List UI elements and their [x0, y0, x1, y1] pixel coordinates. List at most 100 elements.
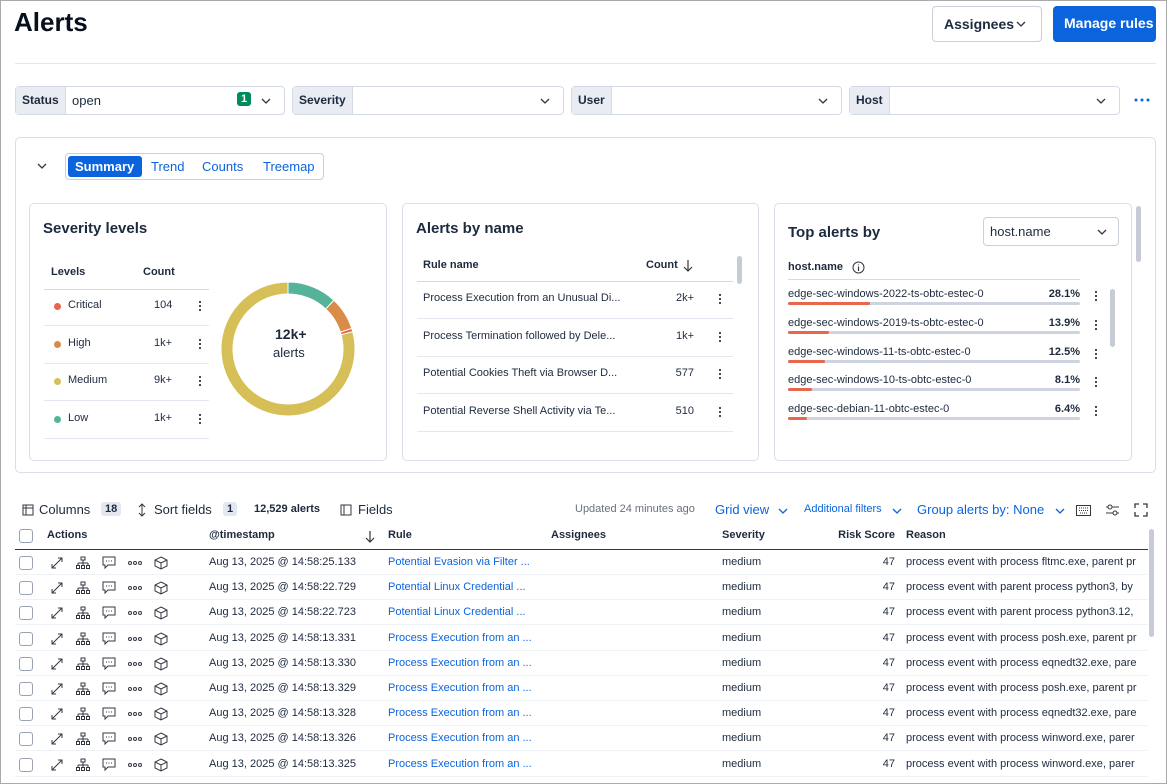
- toolbar-button[interactable]: Columns: [39, 502, 91, 517]
- row-actions[interactable]: [197, 413, 203, 425]
- notes[interactable]: [102, 682, 116, 696]
- row-checkbox[interactable]: [19, 656, 33, 671]
- analyze-event[interactable]: [76, 707, 90, 721]
- more-actions[interactable]: [128, 632, 142, 646]
- notes[interactable]: [102, 758, 116, 772]
- row-checkbox[interactable]: [19, 682, 33, 696]
- fullscreen-icon[interactable]: [1134, 503, 1148, 517]
- row-actions[interactable]: [1093, 319, 1099, 331]
- more-filters[interactable]: [1134, 97, 1150, 103]
- event-type-icon[interactable]: [154, 732, 168, 746]
- assignees-button[interactable]: Assignees: [932, 6, 1042, 42]
- row-actions[interactable]: [197, 375, 203, 387]
- expand-alert[interactable]: [50, 682, 64, 696]
- rule-link[interactable]: Potential Linux Credential ...: [388, 606, 526, 619]
- analyze-event[interactable]: [76, 606, 90, 620]
- rule-link[interactable]: Process Execution from an ...: [388, 682, 532, 694]
- toolbar-button[interactable]: Fields: [358, 502, 393, 517]
- row-checkbox[interactable]: [19, 732, 33, 747]
- tab[interactable]: Trend: [144, 156, 194, 177]
- expand-alert[interactable]: [50, 581, 64, 595]
- expand-alert[interactable]: [50, 556, 64, 570]
- row-checkbox[interactable]: [19, 631, 33, 646]
- filter-control[interactable]: Host: [849, 86, 1120, 115]
- more-actions[interactable]: [128, 581, 142, 595]
- rule-link[interactable]: Process Execution from an ...: [388, 631, 532, 644]
- analyze-event[interactable]: [76, 657, 90, 671]
- row-checkbox[interactable]: [19, 707, 33, 722]
- more-actions[interactable]: [128, 556, 142, 570]
- toolbar-button[interactable]: Sort fields: [154, 502, 212, 517]
- expand-alert[interactable]: [50, 606, 64, 620]
- notes[interactable]: [102, 657, 116, 671]
- rule-link[interactable]: Process Execution from an ...: [388, 757, 532, 770]
- more-actions[interactable]: [128, 758, 142, 772]
- analyze-event[interactable]: [76, 581, 90, 595]
- tab[interactable]: Summary: [68, 156, 142, 177]
- event-type-icon[interactable]: [154, 606, 168, 620]
- notes[interactable]: [102, 632, 116, 646]
- event-type-icon[interactable]: [154, 758, 168, 772]
- collapse-toggle[interactable]: [36, 160, 48, 172]
- row-actions[interactable]: [717, 368, 723, 380]
- display-settings-icon[interactable]: [1105, 504, 1120, 516]
- sort-arrow[interactable]: [365, 530, 375, 544]
- notes[interactable]: [102, 581, 116, 595]
- group-select[interactable]: host.name: [983, 217, 1119, 246]
- more-actions[interactable]: [128, 732, 142, 746]
- notes[interactable]: [102, 606, 116, 620]
- filter-control[interactable]: User: [571, 86, 842, 115]
- tab[interactable]: Treemap: [256, 156, 321, 177]
- sort-arrow[interactable]: [683, 259, 693, 273]
- analyze-event[interactable]: [76, 682, 90, 696]
- expand-alert[interactable]: [50, 758, 64, 772]
- filter-control[interactable]: Severity: [292, 86, 564, 115]
- notes[interactable]: [102, 556, 116, 570]
- event-type-icon[interactable]: [154, 682, 168, 696]
- event-type-icon[interactable]: [154, 632, 168, 646]
- row-checkbox[interactable]: [19, 757, 33, 772]
- expand-alert[interactable]: [50, 632, 64, 646]
- event-type-icon[interactable]: [154, 707, 168, 721]
- row-actions[interactable]: [197, 338, 203, 350]
- rule-link[interactable]: Process Execution from an ...: [388, 707, 532, 720]
- more-actions[interactable]: [128, 682, 142, 696]
- sort-icon[interactable]: [137, 503, 147, 517]
- row-actions[interactable]: [1093, 290, 1099, 302]
- rule-link[interactable]: Process Execution from an ...: [388, 656, 532, 669]
- rule-link[interactable]: Potential Linux Credential ...: [388, 581, 526, 594]
- notes[interactable]: [102, 707, 116, 721]
- row-actions[interactable]: [717, 406, 723, 418]
- notes[interactable]: [102, 732, 116, 746]
- expand-alert[interactable]: [50, 657, 64, 671]
- columns-icon[interactable]: [22, 504, 34, 516]
- row-actions[interactable]: [717, 293, 723, 305]
- row-checkbox[interactable]: [19, 529, 33, 543]
- filter-control[interactable]: Status open 1: [15, 86, 285, 115]
- rule-link[interactable]: Potential Evasion via Filter ...: [388, 556, 530, 568]
- more-actions[interactable]: [128, 606, 142, 620]
- more-actions[interactable]: [128, 707, 142, 721]
- expand-alert[interactable]: [50, 732, 64, 746]
- analyze-event[interactable]: [76, 556, 90, 570]
- event-type-icon[interactable]: [154, 581, 168, 595]
- row-checkbox[interactable]: [19, 556, 33, 570]
- fields-icon[interactable]: [340, 504, 352, 516]
- more-actions[interactable]: [128, 657, 142, 671]
- grid-view-button[interactable]: Grid view: [715, 502, 770, 517]
- event-type-icon[interactable]: [154, 657, 168, 671]
- info-icon[interactable]: [852, 261, 865, 274]
- manage-rules-button[interactable]: Manage rules: [1053, 6, 1156, 42]
- analyze-event[interactable]: [76, 632, 90, 646]
- keyboard-icon[interactable]: [1076, 505, 1091, 516]
- row-checkbox[interactable]: [19, 581, 33, 596]
- row-actions[interactable]: [1093, 348, 1099, 360]
- row-actions[interactable]: [717, 331, 723, 343]
- analyze-event[interactable]: [76, 758, 90, 772]
- tab[interactable]: Counts: [195, 156, 253, 177]
- event-type-icon[interactable]: [154, 556, 168, 570]
- rule-link[interactable]: Process Execution from an ...: [388, 732, 532, 745]
- row-actions[interactable]: [1093, 376, 1099, 388]
- row-actions[interactable]: [197, 300, 203, 312]
- group-by-button[interactable]: Group alerts by: None: [917, 502, 1045, 517]
